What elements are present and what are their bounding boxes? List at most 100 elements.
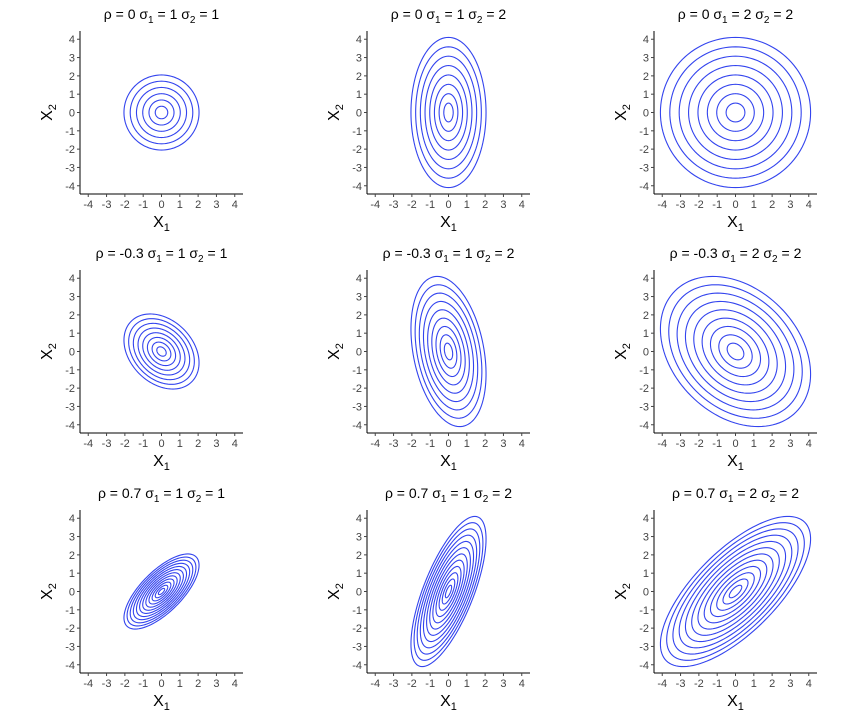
contour-line (435, 565, 462, 618)
y-tick-label: -4 (352, 660, 362, 672)
y-axis-label: X2 (613, 104, 633, 121)
x-tick-label: -2 (407, 199, 417, 211)
x-axis-label: X1 (153, 214, 170, 234)
x-tick-label: 4 (519, 678, 525, 690)
y-tick-label: 0 (69, 347, 75, 359)
y-tick-label: -2 (639, 383, 649, 395)
x-tick-label: 2 (482, 438, 488, 450)
y-tick-label: -4 (65, 181, 75, 193)
x-axis-label: X1 (153, 453, 170, 473)
contour-line (728, 584, 743, 599)
y-tick-label: -4 (65, 420, 75, 432)
y-tick-label: 3 (643, 53, 649, 65)
y-tick-label: 2 (356, 310, 362, 322)
x-tick-label: 1 (177, 678, 183, 690)
x-axis-label: X1 (440, 693, 457, 713)
x-tick-label: -4 (83, 438, 93, 450)
contour-line (139, 569, 184, 614)
x-tick-label: -1 (425, 678, 435, 690)
contour-line (444, 584, 453, 599)
panel-title: ρ = -0.3 σ1 = 1 σ2 = 2 (383, 245, 515, 265)
contour-line (123, 553, 200, 630)
contour-line (433, 83, 464, 142)
y-axis-label: X2 (613, 343, 633, 360)
y-tick-label: 1 (356, 89, 362, 101)
y-axis-label: X2 (39, 343, 59, 360)
contour-group (410, 515, 487, 668)
x-tick-label: -1 (138, 199, 148, 211)
contour-line (154, 584, 169, 599)
y-tick-label: -2 (65, 144, 75, 156)
y-tick-label: -2 (639, 144, 649, 156)
y-tick-label: -3 (65, 162, 75, 174)
contour-line (691, 547, 780, 636)
x-tick-label: 2 (482, 199, 488, 211)
panel-title: ρ = 0 σ1 = 1 σ2 = 1 (104, 6, 220, 26)
y-tick-label: 0 (356, 347, 362, 359)
x-tick-label: 0 (445, 199, 451, 211)
y-axis-label: X2 (326, 343, 346, 360)
x-tick-label: 2 (769, 199, 775, 211)
contour-line (429, 553, 468, 630)
x-tick-label: 3 (787, 678, 793, 690)
x-tick-label: 1 (751, 438, 757, 450)
contour-line (438, 93, 459, 132)
x-tick-label: 1 (751, 199, 757, 211)
contour-line (726, 342, 745, 361)
y-tick-label: -4 (639, 181, 649, 193)
x-tick-label: -3 (102, 438, 112, 450)
x-tick-label: -1 (138, 438, 148, 450)
y-tick-label: 3 (356, 53, 362, 65)
y-tick-label: -2 (352, 623, 362, 635)
y-tick-label: 4 (69, 513, 75, 525)
x-tick-label: 2 (195, 199, 201, 211)
contour-group (659, 275, 812, 428)
x-tick-label: -2 (694, 438, 704, 450)
contour-line (154, 105, 169, 120)
y-tick-label: -2 (352, 144, 362, 156)
contour-line (431, 317, 466, 386)
x-tick-label: 2 (769, 438, 775, 450)
y-tick-label: 1 (356, 568, 362, 580)
y-tick-label: -1 (352, 605, 362, 617)
contour-line (135, 565, 188, 618)
x-tick-label: 0 (158, 199, 164, 211)
y-tick-label: 1 (643, 568, 649, 580)
y-tick-label: 2 (69, 310, 75, 322)
panel-title: ρ = -0.3 σ1 = 1 σ2 = 1 (96, 245, 228, 265)
panel-title: ρ = 0 σ1 = 1 σ2 = 2 (391, 6, 507, 26)
x-tick-label: 4 (232, 678, 238, 690)
panel-title: ρ = 0.7 σ1 = 1 σ2 = 1 (98, 485, 225, 505)
x-tick-label: 1 (177, 199, 183, 211)
x-tick-label: -2 (407, 678, 417, 690)
x-tick-label: 3 (500, 678, 506, 690)
x-tick-label: -3 (102, 678, 112, 690)
contour-line (427, 309, 470, 394)
y-tick-label: -3 (65, 641, 75, 653)
contour-line (441, 578, 456, 605)
contour-line (424, 65, 473, 160)
y-tick-label: -1 (639, 605, 649, 617)
panel-7: ρ = 0.7 σ1 = 1 σ2 = 2-4 -3 -2 -1 0 1 2 3 4-4-3-2… (326, 485, 530, 713)
y-tick-label: -3 (352, 641, 362, 653)
contour-line (123, 313, 200, 390)
y-tick-label: -1 (639, 365, 649, 377)
x-tick-label: 1 (751, 678, 757, 690)
y-tick-label: -3 (639, 641, 649, 653)
y-tick-label: -4 (639, 420, 649, 432)
contour-line (426, 547, 471, 636)
x-tick-label: 3 (500, 199, 506, 211)
y-tick-label: 2 (356, 550, 362, 562)
y-tick-label: 4 (643, 513, 649, 525)
y-tick-label: 2 (643, 310, 649, 322)
x-tick-label: 4 (232, 438, 238, 450)
y-tick-label: 4 (356, 273, 362, 285)
x-tick-label: 0 (158, 678, 164, 690)
x-tick-label: 2 (482, 678, 488, 690)
y-tick-label: -3 (352, 401, 362, 413)
y-tick-label: 3 (643, 292, 649, 304)
contour-line (697, 74, 774, 151)
y-tick-label: 4 (356, 513, 362, 525)
contour-line (410, 515, 487, 668)
